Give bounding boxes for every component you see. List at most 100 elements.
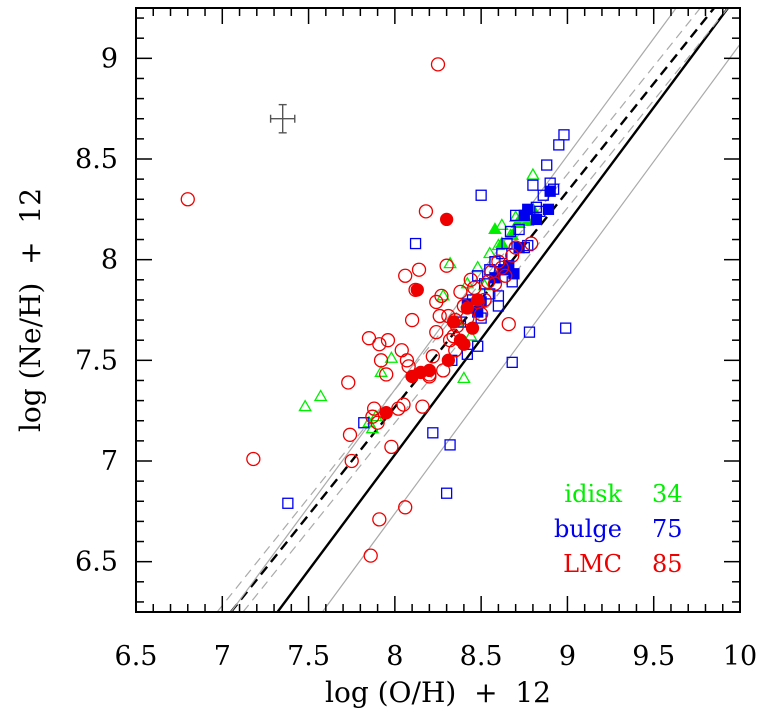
- data-point: [465, 321, 480, 335]
- data-point: [544, 185, 556, 197]
- data-point: [282, 497, 294, 509]
- data-point: [342, 427, 358, 442]
- data-point: [399, 353, 415, 368]
- data-point: [370, 415, 385, 430]
- data-point: [380, 333, 396, 348]
- solid-gray-line: [321, 43, 740, 612]
- error-bar: [269, 103, 296, 134]
- data-point: [526, 167, 540, 180]
- data-point: [460, 301, 474, 315]
- plot-frame: [135, 7, 741, 613]
- data-point: [523, 326, 536, 338]
- data-point: [430, 57, 446, 72]
- solid-black-line: [276, 8, 729, 612]
- data-point: [372, 337, 387, 352]
- data-point: [527, 179, 539, 191]
- data-point: [498, 268, 513, 283]
- data-point: [480, 274, 496, 289]
- data-point: [541, 159, 553, 171]
- data-point: [298, 399, 312, 412]
- x-tick-label: 10: [723, 641, 757, 672]
- legend-count: 85: [652, 550, 683, 578]
- data-point: [366, 401, 382, 416]
- data-point: [542, 203, 555, 215]
- legend-label: bulge: [554, 515, 622, 543]
- data-point: [473, 306, 489, 322]
- data-point: [475, 189, 487, 201]
- data-point: [506, 356, 518, 368]
- data-point: [440, 487, 453, 499]
- legend: idisk 34 bulge 75 LMC 85: [554, 480, 683, 578]
- data-point: [396, 397, 411, 412]
- data-point: [398, 500, 413, 515]
- x-tick-label: 8: [386, 641, 403, 672]
- data-point: [373, 353, 389, 368]
- y-tick-label: 7: [101, 446, 118, 477]
- data-point: [508, 268, 520, 280]
- data-point: [246, 451, 261, 467]
- data-point: [379, 367, 394, 382]
- data-point: [488, 222, 502, 235]
- x-tick-label: 8.5: [460, 641, 503, 672]
- data-point: [404, 312, 420, 328]
- data-point: [501, 316, 516, 332]
- data-point: [495, 218, 509, 230]
- x-tick-label: 7.5: [287, 641, 330, 672]
- data-point: [524, 236, 539, 251]
- data-point: [530, 213, 543, 226]
- dashed-gray-line: [216, 8, 701, 612]
- data-point: [558, 129, 570, 141]
- data-point: [394, 343, 409, 358]
- data-point: [344, 453, 359, 469]
- data-point: [513, 223, 525, 236]
- y-tick-label: 9: [101, 43, 118, 74]
- data-point: [492, 300, 505, 312]
- y-tick-label: 8: [101, 245, 118, 276]
- data-point: [439, 212, 454, 227]
- data-point: [487, 276, 503, 291]
- data-point: [422, 363, 437, 378]
- data-point: [522, 203, 534, 215]
- data-point: [470, 260, 485, 273]
- data-point: [410, 283, 424, 297]
- data-point: [434, 288, 449, 304]
- data-point: [436, 288, 451, 301]
- data-point: [418, 204, 434, 219]
- data-point: [372, 512, 387, 527]
- x-tick-label: 9.5: [632, 641, 675, 672]
- data-point: [398, 268, 413, 283]
- data-point: [444, 439, 456, 451]
- dashed-gray-line: [242, 8, 729, 612]
- data-point: [560, 322, 572, 334]
- data-point: [313, 389, 328, 402]
- data-point: [429, 324, 444, 340]
- data-point: [180, 192, 195, 207]
- data-point: [379, 406, 393, 420]
- data-point: [471, 293, 485, 307]
- data-point: [441, 353, 456, 367]
- y-tick-labels: 6.5 7 7.5 8 8.5 9: [75, 43, 118, 577]
- data-point: [505, 248, 520, 263]
- data-point: [463, 272, 478, 287]
- legend-count: 75: [652, 515, 683, 543]
- data-point: [341, 375, 356, 390]
- data-point: [411, 262, 427, 277]
- x-tick-label: 9: [559, 641, 576, 672]
- x-tick-label: 6.5: [115, 641, 158, 672]
- data-point: [453, 284, 468, 300]
- y-tick-label: 7.5: [75, 345, 118, 376]
- data-point: [463, 328, 478, 341]
- data-point: [363, 548, 378, 563]
- data-point: [457, 371, 471, 384]
- data-point: [504, 225, 517, 238]
- y-tick-label: 6.5: [75, 547, 118, 578]
- data-point: [415, 399, 430, 414]
- legend-label: idisk: [564, 480, 622, 508]
- data-point: [446, 315, 461, 329]
- data-point: [425, 349, 440, 364]
- y-axis-title: log (Ne/H) + 12: [14, 188, 47, 432]
- data-point: [384, 351, 399, 363]
- data-point: [501, 237, 513, 250]
- data-point: [409, 237, 422, 250]
- axis-ticks: [135, 8, 741, 612]
